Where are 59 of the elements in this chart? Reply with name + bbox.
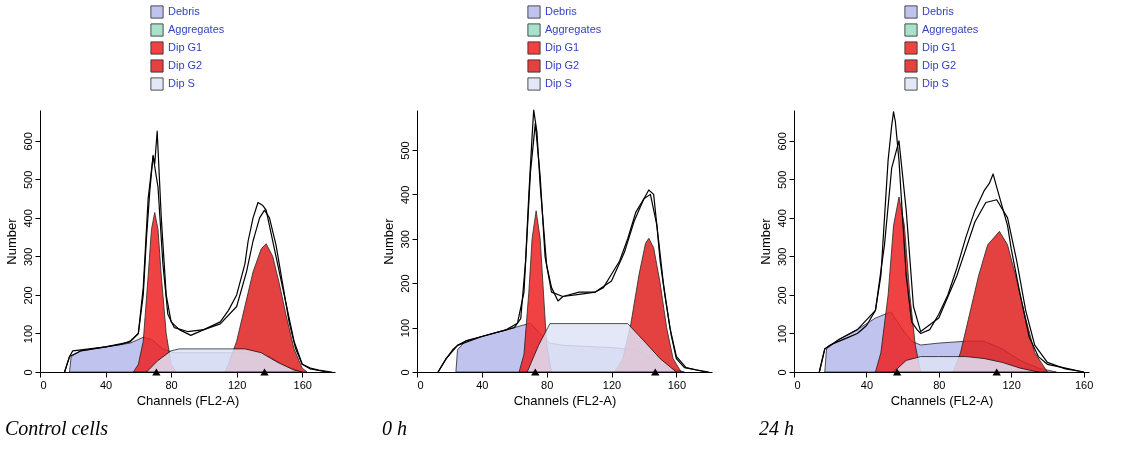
legend-label: Aggregates xyxy=(922,23,979,35)
x-axis-title: Channels (FL2-A) xyxy=(136,392,240,408)
legend-label: Aggregates xyxy=(168,23,225,35)
y-tick-label: 200 xyxy=(775,286,788,305)
y-tick-label: 400 xyxy=(21,209,34,228)
legend-label: Aggregates xyxy=(545,23,602,35)
x-tick-label: 120 xyxy=(227,378,247,391)
x-tick-label: 40 xyxy=(99,378,113,391)
x-tick-label: 120 xyxy=(602,378,622,391)
x-axis-title: Channels (FL2-A) xyxy=(890,392,994,408)
x-tick-label: 0 xyxy=(417,378,424,391)
y-tick-label: 400 xyxy=(398,185,411,205)
legend-label: Dip S xyxy=(922,77,949,89)
x-axis-title: Channels (FL2-A) xyxy=(513,392,617,408)
text: 24 h xyxy=(759,417,794,439)
x-tick-label: 80 xyxy=(933,378,946,391)
legend-label: Dip S xyxy=(168,77,195,89)
y-tick-label: 600 xyxy=(21,132,34,151)
legend-label: Debris xyxy=(168,5,201,17)
y-tick-label: 300 xyxy=(21,247,34,267)
y-tick-label: 500 xyxy=(398,141,411,160)
y-tick-label: 0 xyxy=(398,369,411,376)
legend-label: Dip G1 xyxy=(922,41,957,53)
y-tick-label: 0 xyxy=(775,369,788,376)
x-tick-label: 120 xyxy=(1002,378,1021,391)
legend-label: Dip G2 xyxy=(545,59,580,71)
y-tick-label: 200 xyxy=(398,274,411,293)
x-tick-label: 0 xyxy=(794,378,801,391)
legend-label: Dip G1 xyxy=(545,41,580,53)
x-tick-label: 160 xyxy=(293,378,312,391)
text: 0 h xyxy=(382,417,407,439)
legend-label: Dip S xyxy=(545,77,572,89)
y-tick-label: 500 xyxy=(775,170,788,190)
x-tick-label: 80 xyxy=(541,378,554,391)
legend-label: Dip G2 xyxy=(922,59,957,71)
y-tick-label: 300 xyxy=(398,230,411,249)
y-axis-title: Number xyxy=(380,217,396,265)
legend-label: Debris xyxy=(922,5,955,17)
y-tick-label: 200 xyxy=(21,286,34,305)
legend-label: Debris xyxy=(545,5,578,17)
y-tick-label: 100 xyxy=(398,318,411,338)
y-tick-label: 500 xyxy=(21,170,34,190)
y-tick-label: 100 xyxy=(21,324,34,344)
x-tick-label: 40 xyxy=(860,378,874,391)
y-tick-label: 400 xyxy=(775,209,788,228)
y-tick-label: 0 xyxy=(21,369,34,376)
text: Control cells xyxy=(5,417,109,439)
x-tick-label: 40 xyxy=(476,378,489,391)
legend-label: Dip G2 xyxy=(168,59,203,71)
x-tick-label: 160 xyxy=(1074,378,1094,391)
x-tick-label: 160 xyxy=(667,378,687,391)
legend-label: Dip G1 xyxy=(168,41,203,53)
x-tick-label: 80 xyxy=(165,378,178,391)
y-axis-title: Number xyxy=(757,217,773,265)
y-tick-label: 300 xyxy=(775,247,788,267)
y-tick-label: 600 xyxy=(775,132,788,151)
x-tick-label: 0 xyxy=(40,378,47,391)
y-tick-label: 100 xyxy=(775,324,788,344)
y-axis-title: Number xyxy=(3,217,19,265)
